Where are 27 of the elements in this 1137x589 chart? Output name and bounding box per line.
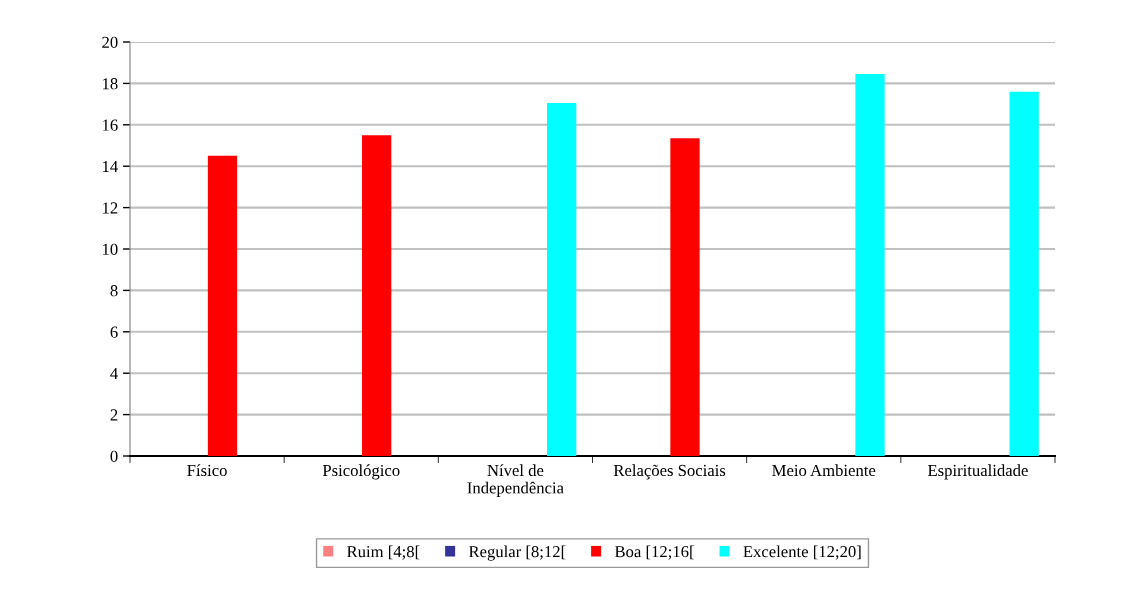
x-tick-label: Meio Ambiente bbox=[772, 464, 876, 477]
y-tick-label: 6 bbox=[110, 326, 118, 338]
legend-label: Boa [12;16[ bbox=[614, 545, 694, 560]
legend-label: Regular [8;12[ bbox=[468, 545, 566, 561]
x-tick-label: Relações Sociais bbox=[613, 464, 726, 480]
legend-label: Excelente [12;20] bbox=[743, 545, 861, 560]
y-tick-label: 0 bbox=[110, 450, 118, 462]
x-tick-label: Físico bbox=[187, 464, 227, 477]
bar bbox=[855, 74, 885, 456]
x-tick-label: Nível de Independência bbox=[467, 464, 564, 497]
x-tick-label: Espiritualidade bbox=[927, 464, 1028, 480]
bar bbox=[670, 138, 700, 456]
bar bbox=[1009, 91, 1039, 456]
legend-label: Ruim [4;8[ bbox=[347, 545, 420, 560]
bar bbox=[207, 155, 238, 456]
y-tick-label: 10 bbox=[102, 243, 118, 255]
y-tick-label: 12 bbox=[102, 202, 118, 214]
bar bbox=[362, 135, 392, 456]
y-tick-label: 14 bbox=[102, 160, 118, 172]
y-tick-label: 8 bbox=[110, 285, 118, 297]
y-tick-label: 16 bbox=[102, 119, 118, 131]
y-tick-label: 18 bbox=[102, 78, 118, 90]
y-tick-label: 20 bbox=[102, 36, 118, 48]
bar bbox=[547, 103, 577, 456]
x-tick-label: Psicológico bbox=[322, 464, 400, 480]
y-tick-label: 2 bbox=[110, 409, 118, 421]
y-tick-label: 4 bbox=[110, 368, 118, 379]
